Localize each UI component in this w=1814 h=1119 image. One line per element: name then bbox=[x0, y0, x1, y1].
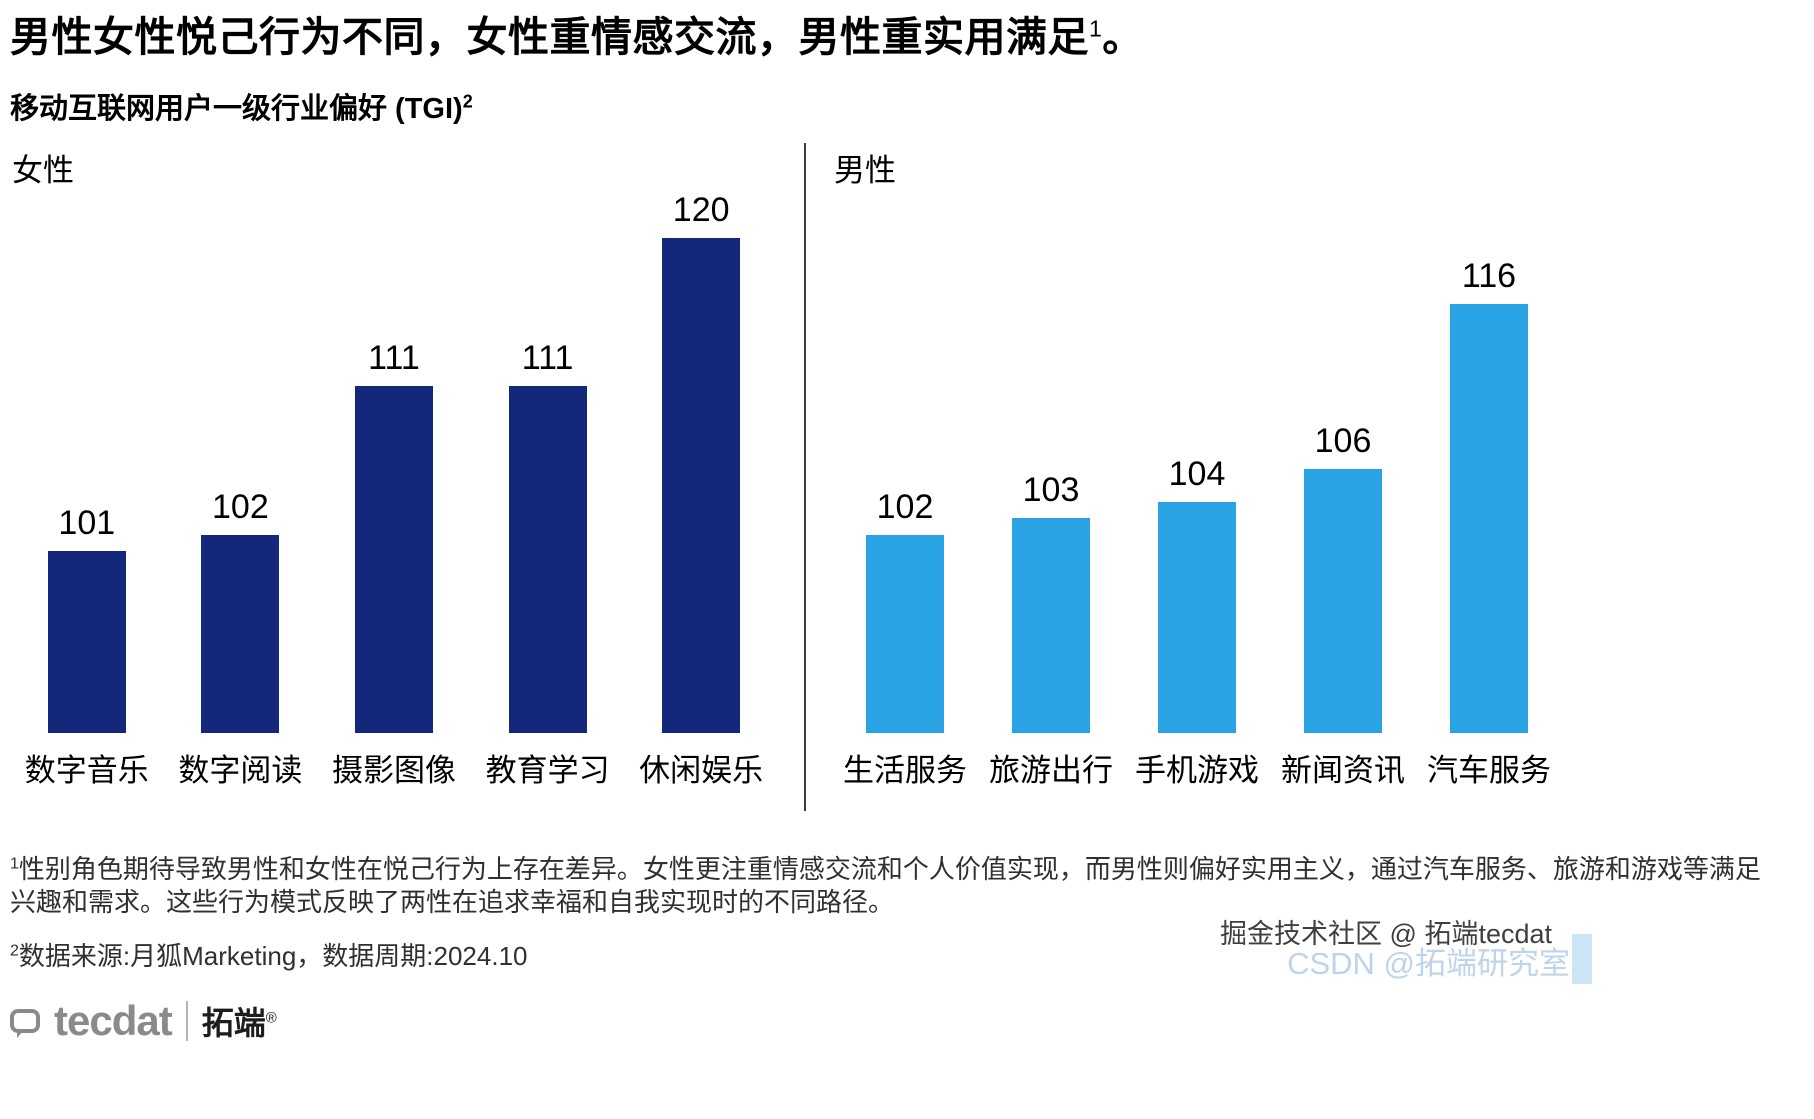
footnote-1-marker: 1 bbox=[10, 855, 19, 873]
bar-value-label: 102 bbox=[876, 488, 934, 527]
bar-group: 116 汽车服务 bbox=[1416, 257, 1562, 790]
male-chart-plot: 102 生活服务 103 旅游出行 104 手机游戏 106 新闻资讯 116 汽车服务 bbox=[832, 198, 1562, 790]
category-label: 休闲娱乐 bbox=[639, 753, 764, 789]
bar bbox=[1450, 304, 1528, 734]
bar-group: 106 新闻资讯 bbox=[1270, 422, 1416, 790]
bar-group: 101 数字音乐 bbox=[10, 504, 164, 790]
female-chart-plot: 101 数字音乐 102 数字阅读 111 摄影图像 111 教育学习 120 休闲娱乐 bbox=[10, 191, 778, 790]
tecdat-logo-chinese: 拓端® bbox=[202, 998, 277, 1044]
bar-value-label: 104 bbox=[1168, 455, 1226, 494]
title-footnote-ref: 1 bbox=[1089, 15, 1103, 42]
footnote-2-text: 数据来源:月狐Marketing，数据周期:2024.10 bbox=[18, 940, 528, 971]
category-label: 手机游戏 bbox=[1135, 753, 1259, 789]
bar bbox=[508, 386, 587, 734]
page-title-text: 男性女性悦己行为不同，女性重情感交流，男性重实用满足 bbox=[10, 14, 1089, 60]
bar-value-label: 102 bbox=[212, 488, 269, 527]
tecdat-logo-chinese-text: 拓端 bbox=[201, 1004, 266, 1041]
footnote-2-marker: 2 bbox=[10, 942, 19, 960]
bar-group: 120 休闲娱乐 bbox=[624, 191, 778, 790]
bar bbox=[866, 535, 944, 734]
bar-group: 102 生活服务 bbox=[832, 488, 978, 790]
page-title: 男性女性悦己行为不同，女性重情感交流，男性重实用满足1。 bbox=[10, 14, 1794, 61]
bar bbox=[1012, 518, 1090, 734]
speech-bubble-icon bbox=[10, 1008, 40, 1038]
bar bbox=[47, 551, 126, 734]
bar bbox=[1304, 469, 1382, 734]
male-chart-title: 男性 bbox=[834, 153, 896, 189]
watermark-secondary: CSDN @拓端研究室 bbox=[1287, 946, 1570, 981]
tecdat-logo: tecdat 拓端® bbox=[0, 997, 1814, 1045]
footnote-2-source: 2数据来源:月狐Marketing，数据周期:2024.10 bbox=[10, 936, 1778, 973]
tecdat-logo-text: tecdat bbox=[54, 996, 173, 1044]
female-chart: 女性 101 数字音乐 102 数字阅读 111 摄影图像 111 教育学习 120 休闲娱乐 bbox=[10, 143, 778, 790]
chart-divider-line bbox=[804, 143, 806, 812]
category-label: 数字音乐 bbox=[24, 753, 149, 789]
category-label: 教育学习 bbox=[485, 753, 610, 789]
category-label: 旅游出行 bbox=[989, 753, 1113, 789]
footnote-1-text: 性别角色期待导致男性和女性在悦己行为上存在差异。女性更注重情感交流和个人价值实现… bbox=[10, 854, 1761, 918]
registered-trademark-icon: ® bbox=[265, 1009, 277, 1027]
bar bbox=[201, 535, 280, 734]
bar bbox=[662, 238, 741, 734]
charts-row: 女性 101 数字音乐 102 数字阅读 111 摄影图像 111 教育学习 120 休闲娱乐 男… bbox=[0, 143, 1814, 812]
bar-value-label: 111 bbox=[368, 339, 420, 378]
header: 男性女性悦己行为不同，女性重情感交流，男性重实用满足1。 移动互联网用户一级行业… bbox=[0, 0, 1814, 127]
subtitle-footnote-ref: 2 bbox=[462, 91, 473, 112]
bar bbox=[354, 386, 433, 734]
logo-separator bbox=[185, 1000, 188, 1041]
bar-group: 111 摄影图像 bbox=[317, 339, 471, 790]
bar-group: 103 旅游出行 bbox=[978, 471, 1124, 790]
footnote-1: 1性别角色期待导致男性和女性在悦己行为上存在差异。女性更注重情感交流和个人价值实… bbox=[10, 853, 1778, 920]
bar-group: 102 数字阅读 bbox=[164, 488, 318, 790]
bar-value-label: 116 bbox=[1461, 257, 1517, 296]
female-chart-title: 女性 bbox=[12, 153, 74, 189]
category-label: 新闻资讯 bbox=[1281, 753, 1405, 789]
bar-value-label: 103 bbox=[1022, 471, 1080, 510]
male-chart: 男性 102 生活服务 103 旅游出行 104 手机游戏 106 新闻资讯 116 汽车服务 bbox=[832, 143, 1562, 790]
bar-value-label: 111 bbox=[521, 339, 574, 378]
bar-value-label: 101 bbox=[58, 504, 116, 543]
category-label: 生活服务 bbox=[843, 753, 967, 789]
footnotes: 1性别角色期待导致男性和女性在悦己行为上存在差异。女性更注重情感交流和个人价值实… bbox=[0, 853, 1788, 973]
category-label: 汽车服务 bbox=[1427, 753, 1551, 789]
bar-value-label: 120 bbox=[672, 191, 730, 230]
chart-subtitle: 移动互联网用户一级行业偏好 (TGI)2 bbox=[10, 85, 1794, 127]
watermark-primary: 掘金技术社区 @ 拓端tecdat bbox=[1220, 919, 1552, 949]
bar-group: 104 手机游戏 bbox=[1124, 455, 1270, 790]
category-label: 摄影图像 bbox=[331, 753, 456, 789]
watermark-accent-box bbox=[1572, 934, 1592, 984]
bar-group: 111 教育学习 bbox=[471, 339, 625, 790]
bar-value-label: 106 bbox=[1314, 422, 1372, 461]
category-label: 数字阅读 bbox=[178, 753, 303, 789]
chart-subtitle-text: 移动互联网用户一级行业偏好 (TGI) bbox=[10, 93, 463, 126]
page-title-tail: 。 bbox=[1102, 14, 1144, 60]
bar bbox=[1158, 502, 1236, 734]
